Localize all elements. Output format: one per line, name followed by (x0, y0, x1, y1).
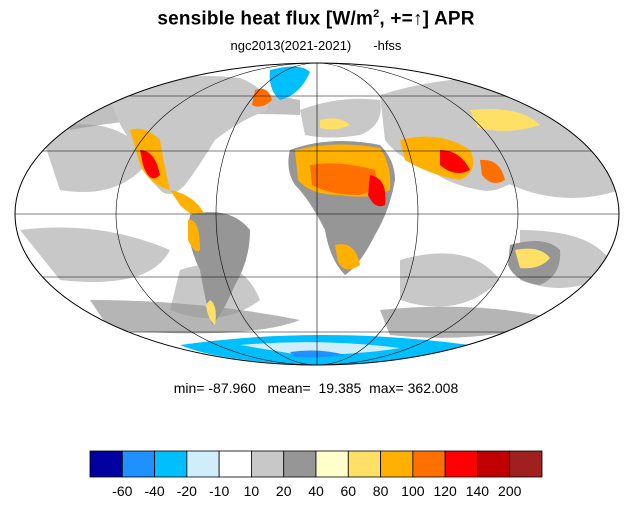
colorbar-box (186, 450, 220, 478)
subtitle-variable: -hfss (373, 38, 402, 53)
landmass-heat (206, 300, 216, 325)
colorbar-label: 40 (308, 483, 324, 499)
title-main: sensible heat flux [W/m (157, 8, 374, 30)
colorbar-box (315, 450, 349, 478)
landmass-heat (320, 118, 350, 130)
graticule (15, 63, 619, 365)
landmass-heat (440, 150, 470, 174)
landmass-heat (368, 175, 386, 207)
colorbar-label: 10 (244, 483, 260, 499)
colorbar-label: 60 (340, 483, 356, 499)
colorbar-box (412, 450, 446, 478)
map-fill (15, 63, 619, 365)
landmass-antarctica-patch (240, 342, 400, 355)
statistics-line: min= -87.960 mean= 19.385 max= 362.008 (0, 380, 632, 396)
ocean-patch (400, 253, 500, 307)
colorbar-label: -60 (112, 483, 132, 499)
stat-max: max= 362.008 (369, 380, 459, 396)
colorbar-box (283, 450, 317, 478)
landmass-heat (480, 159, 505, 184)
meridian-line (115, 63, 519, 365)
colorbar-label: -20 (177, 483, 197, 499)
colorbar-box (89, 450, 123, 478)
meridian-line (215, 63, 419, 365)
colorbar-box (444, 450, 478, 478)
plot-title: sensible heat flux [W/m2, +=↑] APR (0, 8, 632, 30)
colorbar-labels: -60 -40 -20 -10 10 20 40 60 80 100 120 140 200 (112, 483, 521, 499)
landmass-heat (335, 244, 360, 270)
colorbar-label: -40 (144, 483, 164, 499)
colorbar-box (347, 450, 381, 478)
colorbar-label: -10 (209, 483, 229, 499)
title-rest: , +=↑] APR (379, 8, 475, 30)
colorbar-label: 20 (276, 483, 292, 499)
landmass-heat (140, 150, 160, 179)
landmass-south-america (188, 212, 250, 325)
colorbar-box (154, 450, 188, 478)
colorbar-label: 120 (433, 483, 457, 499)
title-superscript: 2 (373, 8, 380, 20)
landmass-heat (310, 163, 376, 195)
stat-mean: mean= 19.385 (267, 380, 362, 396)
landmass-heat (188, 219, 200, 252)
ocean-patch (20, 227, 170, 282)
landmass-heat (252, 88, 272, 107)
colorbar-boxes (89, 450, 543, 478)
landmass-heat (515, 248, 550, 269)
stat-min: min= -87.960 (173, 380, 256, 396)
landmass-greenland (269, 66, 310, 100)
colorbar-label: 100 (401, 483, 425, 499)
colorbar-box (121, 450, 155, 478)
colorbar-label: 200 (498, 483, 522, 499)
landmass-heat (170, 190, 205, 217)
ocean-patch (90, 300, 300, 334)
colorbar-box (218, 450, 252, 478)
landmass-antarctica-patch (290, 350, 345, 358)
map-outline (14, 62, 620, 366)
subtitle-run: ngc2013(2021-2021) (230, 38, 352, 53)
colorbar-box (477, 450, 511, 478)
colorbar-box (380, 450, 414, 478)
colorbar-box (509, 450, 543, 478)
colorbar-label: 80 (373, 483, 389, 499)
plot-subtitle: ngc2013(2021-2021) -hfss (0, 38, 632, 53)
colorbar-box (251, 450, 285, 478)
colorbar-label: 140 (466, 483, 490, 499)
landmass-heat (470, 109, 540, 131)
